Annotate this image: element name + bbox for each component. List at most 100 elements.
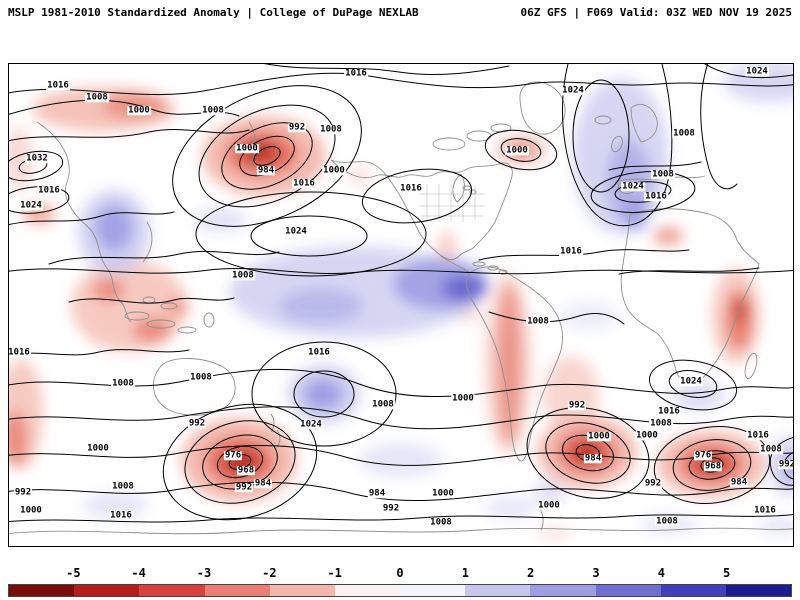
coast-hudson-bay bbox=[452, 173, 465, 203]
contour-label: 1000 bbox=[235, 143, 259, 154]
colorbar-tick-label: 1 bbox=[461, 566, 469, 580]
contour-label: 1016 bbox=[307, 347, 331, 358]
contour-label: 1024 bbox=[19, 200, 43, 211]
contour-label: 1000 bbox=[451, 393, 475, 404]
colorbar-segment bbox=[139, 585, 205, 596]
colorbar-tick-label: 2 bbox=[527, 566, 535, 580]
contour-label: 1008 bbox=[655, 516, 679, 527]
contour-label: 1016 bbox=[344, 68, 368, 79]
colorbar-tick-label: -2 bbox=[262, 566, 277, 580]
contour-label: 1016 bbox=[399, 183, 423, 194]
contour-label: 1000 bbox=[537, 500, 561, 511]
contour-label: 1008 bbox=[111, 378, 135, 389]
contour-label: 968 bbox=[236, 465, 256, 476]
colorbar-segment bbox=[334, 585, 401, 596]
coast-north-america bbox=[330, 159, 513, 261]
colorbar-tick-label: 4 bbox=[657, 566, 665, 580]
island bbox=[160, 302, 178, 310]
contour-label: 1008 bbox=[651, 169, 675, 180]
contour-label: 1000 bbox=[587, 431, 611, 442]
colorbar-segment bbox=[595, 585, 661, 596]
colorbar-tick-label: 0 bbox=[396, 566, 404, 580]
caribbean-island bbox=[472, 261, 486, 267]
product-title: MSLP 1981-2010 Standardized Anomaly | Co… bbox=[8, 6, 419, 19]
contour-label: 1008 bbox=[759, 444, 783, 455]
contour-label: 1016 bbox=[8, 347, 31, 358]
colorbar-bar bbox=[8, 584, 792, 597]
contour-label: 992 bbox=[287, 122, 307, 133]
contour-label: 992 bbox=[643, 478, 663, 489]
contour-label: 1032 bbox=[25, 153, 49, 164]
colorbar-segment bbox=[725, 585, 792, 596]
colorbar-segment bbox=[530, 585, 596, 596]
contour-label: 984 bbox=[253, 478, 273, 489]
coast-scandinavia bbox=[630, 104, 658, 143]
contour-label: 1008 bbox=[319, 124, 343, 135]
contour-label: 1008 bbox=[231, 270, 255, 281]
contour-label: 1016 bbox=[746, 430, 770, 441]
us-state-borders bbox=[419, 184, 485, 222]
contour-label: 984 bbox=[367, 488, 387, 499]
header: MSLP 1981-2010 Standardized Anomaly | Co… bbox=[8, 6, 792, 19]
contour-label: 976 bbox=[223, 450, 243, 461]
contour-label: 1008 bbox=[429, 517, 453, 528]
contour-label: 992 bbox=[234, 482, 254, 493]
contour-label: 1008 bbox=[189, 372, 213, 383]
island bbox=[146, 319, 176, 329]
contour-label: 984 bbox=[583, 453, 603, 464]
contour-label: 1016 bbox=[753, 505, 777, 516]
contour-label: 1000 bbox=[19, 505, 43, 516]
colorbar-tick-label: -4 bbox=[131, 566, 146, 580]
contour-label: 1008 bbox=[201, 105, 225, 116]
contour-label: 1016 bbox=[644, 191, 668, 202]
contour-label: 1024 bbox=[679, 376, 703, 387]
coast-uk bbox=[611, 135, 623, 153]
contour-label: 1024 bbox=[299, 419, 323, 430]
caribbean-island bbox=[487, 265, 499, 271]
contour-label: 1008 bbox=[371, 399, 395, 410]
contour-label: 1008 bbox=[672, 128, 696, 139]
contour-label: 1000 bbox=[86, 443, 110, 454]
contour-label: 992 bbox=[13, 487, 33, 498]
contour-labels-layer: 1016 1016 1024 1024 1008 1000 1032 1024 1016 1008… bbox=[9, 64, 793, 546]
contour-label: 1016 bbox=[292, 178, 316, 189]
contour-label: 992 bbox=[187, 418, 207, 429]
coast-iceland bbox=[594, 115, 612, 125]
contour-label: 1016 bbox=[657, 406, 681, 417]
contour-label: 1000 bbox=[127, 105, 151, 116]
contour-label: 992 bbox=[777, 459, 793, 470]
coast-greenland bbox=[519, 81, 566, 135]
colorbar-segment bbox=[204, 585, 270, 596]
contour-label: 976 bbox=[693, 450, 713, 461]
contour-label: 1008 bbox=[111, 481, 135, 492]
island bbox=[177, 326, 197, 334]
contour-label: 1008 bbox=[526, 316, 550, 327]
contour-label: 1016 bbox=[46, 80, 70, 91]
island bbox=[203, 312, 215, 328]
model-run-info: 06Z GFS | F069 Valid: 03Z WED NOV 19 202… bbox=[520, 6, 792, 19]
colorbar-segment bbox=[660, 585, 726, 596]
anomaly-shading-layer bbox=[9, 64, 793, 540]
coast-south-america bbox=[466, 266, 563, 462]
colorbar-tick-row: -5 -4 -3 -2 -1 0 1 2 3 4 5 bbox=[8, 566, 792, 582]
contour-label: 1000 bbox=[635, 430, 659, 441]
contour-label: 1008 bbox=[85, 92, 109, 103]
coast-asia bbox=[36, 121, 132, 323]
coast-madagascar bbox=[744, 352, 758, 380]
map-area: 1016 1016 1024 1024 1008 1000 1032 1024 1016 1008… bbox=[8, 63, 794, 547]
contour-label: 1000 bbox=[322, 165, 346, 176]
contour-label: 1024 bbox=[621, 181, 645, 192]
colorbar-segment bbox=[465, 585, 531, 596]
contour-label: 1008 bbox=[649, 418, 673, 429]
contour-label: 1016 bbox=[37, 185, 61, 196]
colorbar-tick-label: -1 bbox=[327, 566, 342, 580]
colorbar-tick-label: 5 bbox=[723, 566, 731, 580]
arctic-island bbox=[432, 137, 466, 151]
colorbar-tick-label: -5 bbox=[66, 566, 81, 580]
colorbar-segment bbox=[269, 585, 335, 596]
contour-label: 984 bbox=[729, 477, 749, 488]
contour-label: 1016 bbox=[559, 246, 583, 257]
contour-label: 1024 bbox=[561, 85, 585, 96]
colorbar-segment bbox=[9, 585, 75, 596]
contour-label: 992 bbox=[381, 503, 401, 514]
